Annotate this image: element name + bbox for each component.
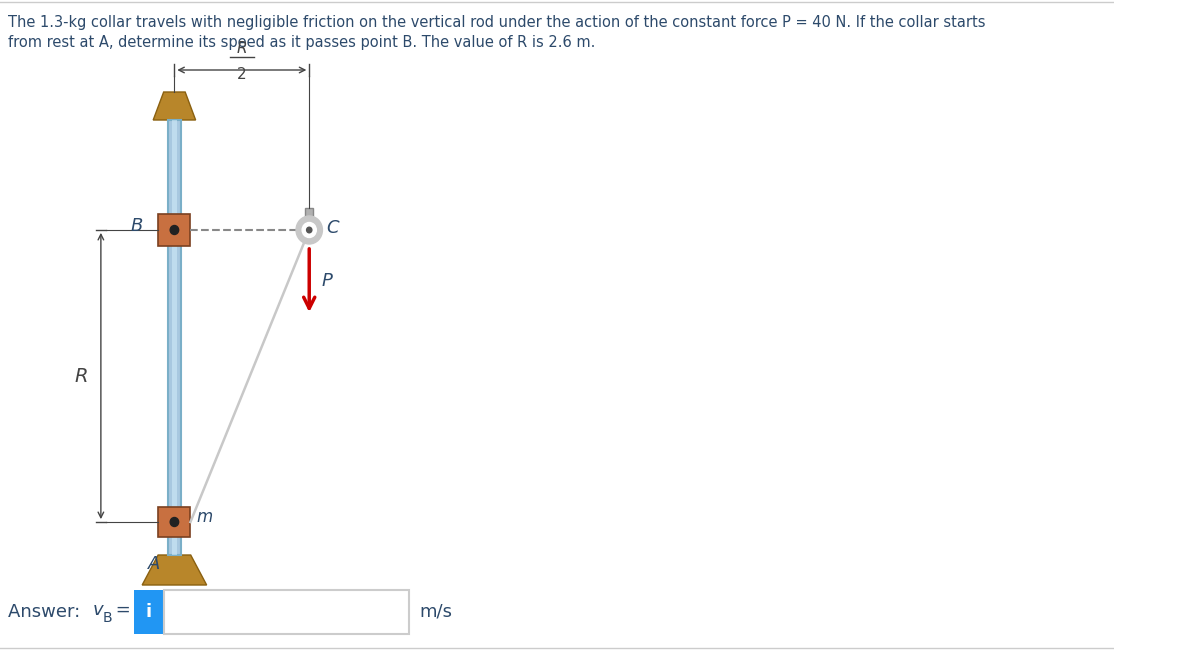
Text: i: i xyxy=(145,603,152,621)
Bar xyxy=(305,208,313,230)
Text: m/s: m/s xyxy=(420,603,453,621)
Text: 2: 2 xyxy=(238,67,247,82)
Text: from rest at A, determine its speed as it passes point B. The value of R is 2.6 : from rest at A, determine its speed as i… xyxy=(7,35,595,50)
Bar xyxy=(164,590,409,634)
Text: A: A xyxy=(148,555,160,573)
Circle shape xyxy=(306,227,312,233)
Circle shape xyxy=(170,517,178,526)
Bar xyxy=(134,590,164,634)
Polygon shape xyxy=(154,92,196,120)
Bar xyxy=(168,120,181,555)
Text: v: v xyxy=(92,601,103,619)
Text: B: B xyxy=(103,611,112,625)
Text: Answer:: Answer: xyxy=(7,603,85,621)
Text: =: = xyxy=(110,601,131,619)
Text: The 1.3-kg collar travels with negligible friction on the vertical rod under the: The 1.3-kg collar travels with negligibl… xyxy=(7,15,985,30)
Circle shape xyxy=(303,222,317,237)
Text: B: B xyxy=(131,217,143,235)
Circle shape xyxy=(170,226,178,235)
Bar xyxy=(171,120,177,555)
Text: P: P xyxy=(322,272,332,289)
Text: R: R xyxy=(74,367,87,385)
Circle shape xyxy=(296,216,323,244)
Bar xyxy=(158,214,190,246)
Polygon shape xyxy=(142,555,207,585)
Bar xyxy=(158,507,190,537)
Text: C: C xyxy=(326,219,339,237)
Text: m: m xyxy=(196,508,213,526)
Text: R: R xyxy=(236,41,247,56)
